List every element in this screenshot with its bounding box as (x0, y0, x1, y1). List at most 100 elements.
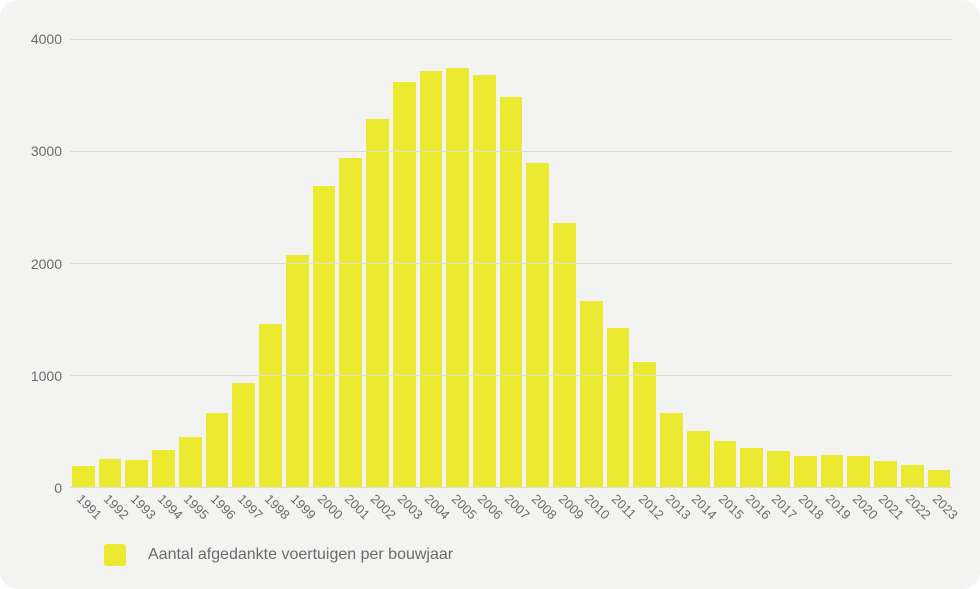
bar-slot: 2004 (420, 28, 443, 487)
x-tick-label: 2018 (796, 491, 827, 522)
bar (580, 301, 603, 487)
bar-slot: 2003 (393, 28, 416, 487)
bar-slot: 2017 (767, 28, 790, 487)
bar-slot: 1999 (286, 28, 309, 487)
bar-slot: 2001 (339, 28, 362, 487)
x-tick-label: 2020 (849, 491, 880, 522)
bar-slot: 2016 (740, 28, 763, 487)
x-tick-label: 1999 (288, 491, 319, 522)
bar-slot: 2021 (874, 28, 897, 487)
bar (286, 255, 309, 487)
bar (660, 413, 683, 487)
bars-container: 1991199219931994199519961997199819992000… (70, 28, 952, 487)
x-tick-label: 2008 (529, 491, 560, 522)
bar-slot: 2005 (446, 28, 469, 487)
y-tick-label: 4000 (31, 31, 62, 47)
bar-slot: 2015 (714, 28, 737, 487)
bar (633, 362, 656, 487)
bar (928, 470, 951, 487)
legend-swatch (104, 544, 126, 566)
gridline (70, 375, 952, 376)
x-tick-label: 2014 (689, 491, 720, 522)
chart-card: 01000200030004000 1991199219931994199519… (0, 0, 980, 589)
x-tick-label: 2011 (609, 491, 639, 521)
y-tick-label: 2000 (31, 256, 62, 272)
legend: Aantal afgedankte voertuigen per bouwjaa… (104, 544, 952, 566)
x-tick-label: 2007 (502, 491, 533, 522)
bar (99, 459, 122, 487)
x-tick-label: 2004 (422, 491, 453, 522)
x-tick-label: 2003 (395, 491, 426, 522)
bar (366, 119, 389, 487)
bars-viewport: 1991199219931994199519961997199819992000… (70, 28, 952, 488)
bar (500, 97, 523, 487)
x-tick-label: 2010 (582, 491, 613, 522)
bar-slot: 1993 (125, 28, 148, 487)
x-tick-label: 2013 (662, 491, 693, 522)
bar-slot: 2008 (526, 28, 549, 487)
bar-slot: 1995 (179, 28, 202, 487)
bar-slot: 2014 (687, 28, 710, 487)
gridline (70, 487, 952, 488)
bar-slot: 2009 (553, 28, 576, 487)
bar (232, 383, 255, 487)
bar-slot: 2006 (473, 28, 496, 487)
x-tick-label: 2021 (876, 491, 907, 522)
x-tick-label: 1995 (181, 491, 212, 522)
bar (847, 456, 870, 487)
bar-slot: 2019 (821, 28, 844, 487)
x-tick-label: 1997 (235, 491, 266, 522)
bar (420, 71, 443, 487)
bar-slot: 1998 (259, 28, 282, 487)
gridline (70, 151, 952, 152)
plot-area: 01000200030004000 1991199219931994199519… (18, 28, 952, 488)
x-tick-label: 1998 (261, 491, 292, 522)
x-tick-label: 2009 (555, 491, 586, 522)
x-tick-label: 2019 (823, 491, 854, 522)
bar-slot: 1994 (152, 28, 175, 487)
gridline (70, 263, 952, 264)
bar-slot: 1991 (72, 28, 95, 487)
bar-slot: 2013 (660, 28, 683, 487)
x-tick-label: 1996 (208, 491, 239, 522)
y-tick-label: 0 (54, 480, 62, 496)
bar (794, 456, 817, 487)
bar (206, 413, 229, 487)
bar (687, 431, 710, 487)
bar (393, 82, 416, 487)
bar (446, 68, 469, 487)
bar (526, 163, 549, 487)
bar (125, 460, 148, 487)
bar (607, 328, 630, 487)
bar-slot: 2002 (366, 28, 389, 487)
bar (72, 466, 95, 487)
bar-slot: 2020 (847, 28, 870, 487)
x-tick-label: 1991 (74, 491, 105, 522)
bar (767, 451, 790, 487)
x-tick-label: 2001 (342, 491, 373, 522)
x-tick-label: 1992 (101, 491, 132, 522)
bar (874, 461, 897, 487)
bar-slot: 2010 (580, 28, 603, 487)
x-tick-label: 2023 (930, 491, 961, 522)
legend-label: Aantal afgedankte voertuigen per bouwjaa… (148, 546, 453, 564)
bar-slot: 2007 (500, 28, 523, 487)
bar-slot: 2023 (928, 28, 951, 487)
bar (714, 441, 737, 487)
bar-slot: 2018 (794, 28, 817, 487)
x-tick-label: 2017 (769, 491, 800, 522)
bar-slot: 2000 (313, 28, 336, 487)
x-tick-label: 2016 (743, 491, 774, 522)
bar-slot: 1996 (206, 28, 229, 487)
bar-slot: 1997 (232, 28, 255, 487)
x-tick-label: 1994 (154, 491, 185, 522)
bar (259, 324, 282, 487)
bar-slot: 2022 (901, 28, 924, 487)
x-tick-label: 2012 (636, 491, 667, 522)
y-tick-label: 3000 (31, 143, 62, 159)
bar (901, 465, 924, 487)
x-tick-label: 2000 (315, 491, 346, 522)
x-tick-label: 2015 (716, 491, 747, 522)
bar (313, 186, 336, 487)
gridline (70, 39, 952, 40)
